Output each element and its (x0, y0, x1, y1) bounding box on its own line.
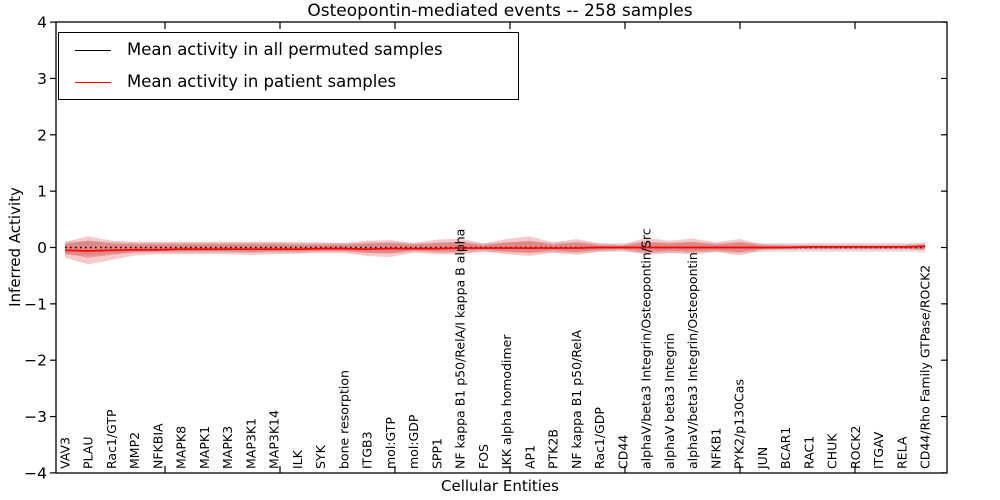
patient-samples-std-outer-band (65, 236, 925, 265)
x-tick-label: CHUK (825, 433, 840, 469)
x-tick-label: MAP3K14 (267, 410, 282, 469)
x-tick-label: SYK (313, 444, 328, 469)
x-tick-label: CD44/Rho Family GTPase/ROCK2 (918, 265, 933, 469)
legend-label-patient: Mean activity in patient samples (127, 71, 397, 91)
legend-entry-permuted: Mean activity in all permuted samples (59, 37, 518, 63)
x-tick-label: BCAR1 (778, 427, 793, 469)
y-tick-label: 0 (37, 239, 47, 257)
mean-activity-in-patient-samples-line (64, 245, 926, 252)
legend: Mean activity in all permuted samples Me… (58, 32, 519, 100)
x-tick-label: IKK alpha homodimer (499, 334, 514, 469)
x-tick-label: NF kappa B1 p50/RelA (569, 329, 584, 469)
x-tick-label: Rac1/GDP (592, 407, 607, 469)
x-tick-label: alphaV/beta3 Integrin/Osteopontin (685, 252, 700, 469)
y-tick-label: 1 (37, 183, 47, 201)
y-tick-label: 2 (37, 126, 47, 144)
x-tick-label: mol:GDP (406, 414, 421, 469)
x-tick-label: ILK (290, 449, 305, 469)
y-tick-label: −3 (24, 408, 47, 426)
x-tick-label: PYK2/p130Cas (732, 379, 747, 469)
x-tick-label: JUN (755, 447, 770, 470)
x-tick-label: RAC1 (801, 436, 816, 469)
y-tick-label: −4 (24, 464, 47, 482)
x-tick-label: Rac1/GTP (104, 409, 119, 469)
x-tick-label: MAPK3 (220, 426, 235, 469)
legend-entry-patient: Mean activity in patient samples (59, 69, 518, 95)
legend-line-red-icon (75, 81, 111, 83)
x-tick-label: FOS (476, 444, 491, 469)
y-axis-label: Inferred Activity (6, 187, 24, 307)
x-tick-label: ITGAV (871, 431, 886, 469)
x-tick-label: VAV3 (58, 437, 73, 469)
x-tick-label: ITGB3 (360, 431, 375, 469)
y-tick-label: −2 (24, 352, 47, 370)
x-tick-label: SPP1 (429, 438, 444, 469)
x-tick-label: MAPK1 (197, 426, 212, 469)
x-tick-label: PLAU (81, 437, 96, 470)
x-tick-label: alphaV/beta3 Integrin/Osteopontin/Src (639, 228, 654, 469)
x-tick-label: MAPK8 (174, 426, 189, 469)
x-tick-label: bone resorption (336, 370, 351, 469)
patient-samples-std-inner-band (65, 240, 925, 258)
x-tick-label: PTK2B (546, 429, 561, 469)
x-tick-label: MAP3K1 (243, 418, 258, 469)
x-tick-label: NF kappa B1 p50/RelA/I kappa B alpha (453, 229, 468, 469)
y-tick-label: −1 (24, 295, 47, 313)
x-axis-label: Cellular Entities (441, 477, 559, 495)
x-tick-label: NFKBIA (150, 423, 165, 469)
x-tick-label: ROCK2 (848, 426, 863, 469)
x-tick-label: RELA (894, 436, 909, 469)
x-tick-label: mol:GTP (383, 417, 398, 469)
y-tick-label: 4 (37, 14, 47, 32)
x-tick-label: MMP2 (127, 432, 142, 469)
chart-title: Osteopontin-mediated events -- 258 sampl… (307, 1, 693, 21)
y-tick-label: 3 (37, 70, 47, 88)
x-tick-label: AP1 (522, 445, 537, 469)
x-tick-label: alphaV beta3 Integrin (662, 333, 677, 469)
x-tick-label: NFKB1 (708, 428, 723, 469)
legend-label-permuted: Mean activity in all permuted samples (127, 39, 443, 59)
x-tick-label: CD44 (615, 435, 630, 469)
legend-line-black-icon (75, 49, 111, 51)
